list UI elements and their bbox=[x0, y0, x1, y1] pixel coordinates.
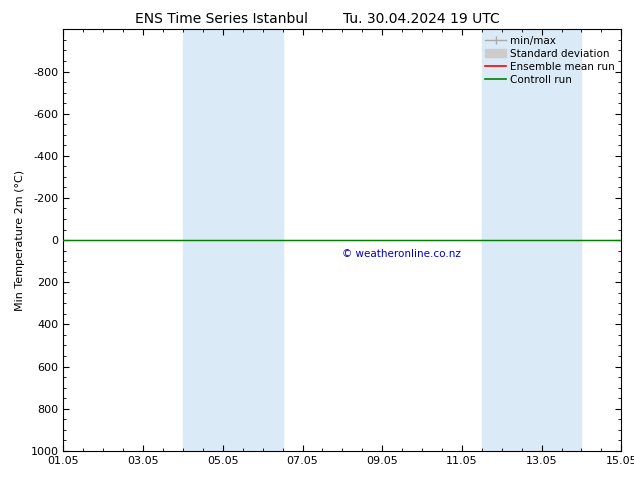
Legend: min/max, Standard deviation, Ensemble mean run, Controll run: min/max, Standard deviation, Ensemble me… bbox=[482, 32, 618, 88]
Text: ENS Time Series Istanbul        Tu. 30.04.2024 19 UTC: ENS Time Series Istanbul Tu. 30.04.2024 … bbox=[134, 12, 500, 26]
Y-axis label: Min Temperature 2m (°C): Min Temperature 2m (°C) bbox=[15, 170, 25, 311]
Bar bbox=[482, 29, 581, 451]
Bar bbox=[183, 29, 283, 451]
Text: © weatheronline.co.nz: © weatheronline.co.nz bbox=[342, 248, 462, 259]
